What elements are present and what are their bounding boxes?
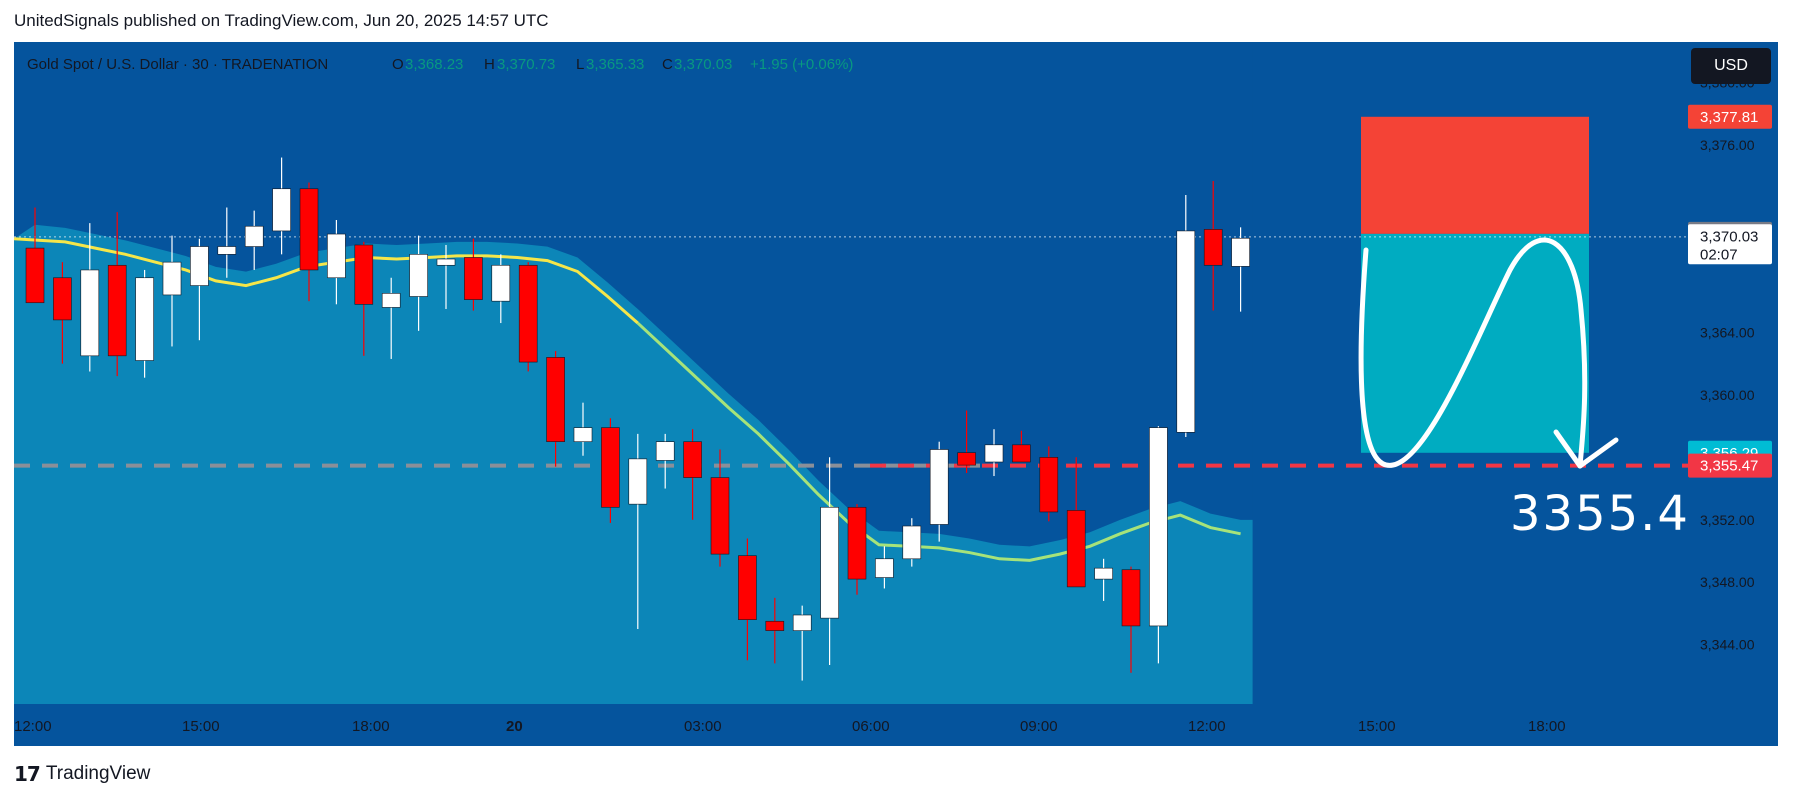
axis-layer: 3,344.003,348.003,352.003,356.003,360.00…	[14, 75, 1755, 735]
price-axis-background	[1688, 42, 1778, 734]
candle-body[interactable]	[1203, 229, 1223, 266]
candle-body[interactable]	[655, 441, 675, 461]
ohlc-change: +1.95 (+0.06%)	[750, 56, 853, 73]
candle-body[interactable]	[875, 558, 894, 578]
candle-body[interactable]	[957, 452, 976, 466]
candle-body[interactable]	[1121, 569, 1141, 627]
candle-body[interactable]	[765, 620, 785, 631]
candle-body[interactable]	[327, 233, 346, 279]
candle-body[interactable]	[683, 441, 702, 478]
ohlc-high: 3,370.73	[497, 56, 555, 73]
candle-body[interactable]	[217, 246, 237, 255]
candle-body[interactable]	[25, 247, 45, 304]
candle-body[interactable]	[628, 458, 648, 505]
price-label-layer: 3,377.813,370.313,370.0302:073,356.293,3…	[1688, 104, 1772, 478]
time-axis-tick: 20	[506, 718, 523, 735]
candle-body[interactable]	[546, 357, 565, 442]
candle-body[interactable]	[1066, 510, 1086, 588]
candle-body[interactable]	[436, 258, 456, 266]
time-axis-tick: 15:00	[1358, 718, 1396, 735]
candle-body[interactable]	[792, 614, 812, 631]
chart-title: Gold Spot / U.S. Dollar · 30 · TRADENATI…	[27, 56, 328, 73]
candle-body[interactable]	[162, 261, 182, 296]
area-fill-layer	[14, 42, 1253, 704]
publisher-header: UnitedSignals published on TradingView.c…	[14, 11, 549, 30]
time-axis-tick: 12:00	[14, 718, 52, 735]
price-label-bg	[1688, 453, 1772, 478]
price-axis-tick: 3,352.00	[1700, 512, 1755, 528]
candle-body[interactable]	[929, 449, 949, 525]
time-axis-tick: 12:00	[1188, 718, 1226, 735]
time-axis-tick: 03:00	[684, 718, 722, 735]
candle-body[interactable]	[1012, 444, 1031, 463]
time-axis-tick: 18:00	[352, 718, 390, 735]
price-axis-tick: 3,348.00	[1700, 574, 1755, 590]
price-label-bg	[1688, 104, 1772, 129]
candle-body[interactable]	[409, 254, 428, 297]
tradingview-logo[interactable]: 17 TradingView	[14, 762, 150, 786]
ohlc-open-label: O	[392, 56, 404, 73]
countdown-text: 02:07	[1700, 246, 1738, 263]
tradingview-brand-text: TradingView	[45, 763, 151, 784]
candle-body[interactable]	[1094, 567, 1113, 580]
price-axis-tick: 3,344.00	[1700, 637, 1755, 653]
time-axis-background	[14, 704, 1778, 746]
ohlc-close-label: C	[662, 56, 673, 73]
target-annotation: 3355.4	[1510, 486, 1690, 542]
candle-body[interactable]	[573, 427, 593, 442]
candle-body[interactable]	[299, 188, 319, 271]
candle-body[interactable]	[464, 257, 483, 300]
candle-body[interactable]	[272, 188, 291, 232]
candle-body[interactable]	[244, 225, 264, 247]
price-label-bg	[1688, 224, 1772, 265]
candle-body[interactable]	[135, 277, 154, 361]
candle-body[interactable]	[354, 244, 374, 305]
ohlc-low: 3,365.33	[586, 56, 644, 73]
price-axis-tick: 3,376.00	[1700, 137, 1755, 153]
price-label-text: 3,355.47	[1700, 458, 1758, 475]
candle-body[interactable]	[738, 555, 757, 620]
ohlc-open: 3,368.23	[405, 56, 463, 73]
tradingview-logo-icon: 17	[14, 762, 41, 786]
price-label-text: 3,377.81	[1700, 109, 1758, 126]
time-axis-tick: 18:00	[1528, 718, 1566, 735]
candle-body[interactable]	[1039, 457, 1059, 513]
time-axis-tick: 06:00	[852, 718, 890, 735]
candle-body[interactable]	[710, 477, 730, 555]
candle-body[interactable]	[491, 264, 511, 302]
drawing-layer	[1358, 237, 1619, 469]
candle-body[interactable]	[1231, 237, 1250, 267]
time-axis-tick: 09:00	[1020, 718, 1058, 735]
ma-line-green	[636, 321, 1241, 562]
price-axis-tick: 3,364.00	[1700, 324, 1755, 340]
candle-body[interactable]	[1176, 230, 1196, 433]
candle-body[interactable]	[381, 293, 401, 308]
candle-body[interactable]	[820, 506, 839, 619]
candle-body[interactable]	[107, 264, 127, 357]
arrow-head-icon[interactable]	[1553, 429, 1619, 469]
candle-body[interactable]	[847, 506, 867, 580]
candle-body[interactable]	[902, 525, 922, 560]
price-label-text: 3,370.03	[1700, 228, 1758, 245]
candle-body[interactable]	[53, 277, 72, 321]
time-axis-tick: 15:00	[182, 718, 220, 735]
candle-body[interactable]	[1149, 427, 1168, 627]
candle-body[interactable]	[518, 264, 538, 363]
candle-body[interactable]	[80, 269, 100, 357]
ohlc-high-label: H	[484, 56, 495, 73]
candle-body[interactable]	[601, 427, 620, 508]
ohlc-low-label: L	[576, 56, 584, 73]
position-zone-layer	[1361, 116, 1589, 453]
stop-loss-zone[interactable]	[1361, 116, 1589, 234]
candle-layer	[25, 157, 1250, 681]
price-axis-tick: 3,360.00	[1700, 387, 1755, 403]
candle-body[interactable]	[190, 246, 209, 286]
currency-button[interactable]: USD	[1691, 48, 1771, 84]
level-line-layer	[14, 236, 1688, 468]
drawn-curve[interactable]	[1358, 237, 1588, 469]
candle-body[interactable]	[984, 444, 1004, 463]
ohlc-close: 3,370.03	[674, 56, 732, 73]
